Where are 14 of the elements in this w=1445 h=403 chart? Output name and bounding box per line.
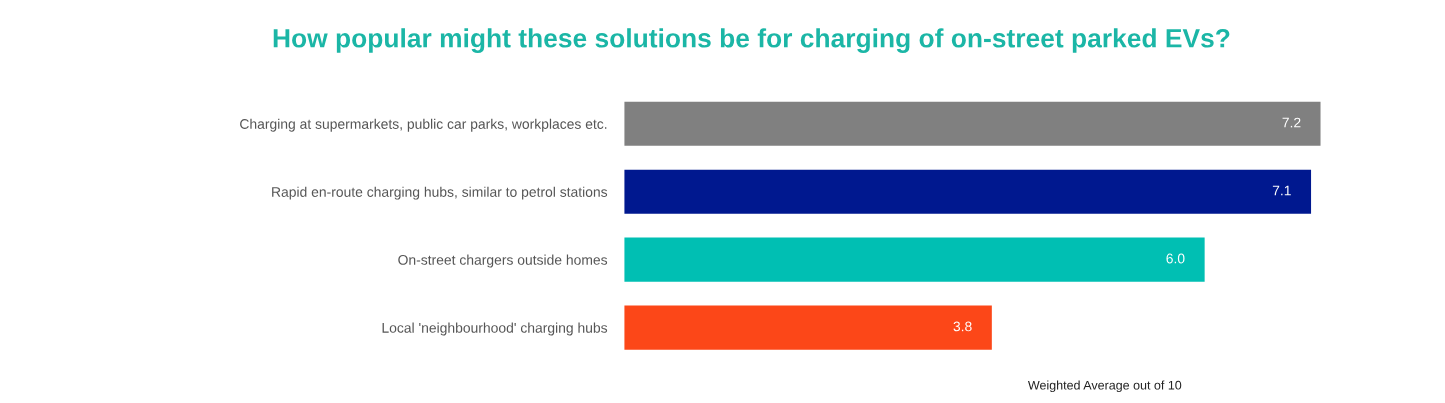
data-label: 3.8: [953, 321, 972, 332]
bar: [624, 169, 1312, 214]
data-label: 7.1: [1272, 185, 1291, 196]
bar: [624, 305, 992, 350]
y-tick-label: Rapid en-route charging hubs, similar to petrol stations: [272, 186, 608, 200]
data-label: 7.2: [1282, 117, 1301, 128]
x-axis-title: Weighted Average out of 10: [1027, 380, 1182, 393]
chart-title: How popular might these solutions be for charging of on-street parked EVs?: [273, 28, 1230, 53]
data-label: 6.0: [1166, 253, 1185, 264]
y-tick-label: Local 'neighbourhood' charging hubs: [382, 322, 608, 336]
y-tick-label: Charging at supermarkets, public car parks, workplaces etc.: [240, 118, 607, 132]
bar: [624, 101, 1321, 146]
bar: [624, 237, 1205, 282]
y-tick-label: On-street chargers outside homes: [398, 254, 608, 268]
